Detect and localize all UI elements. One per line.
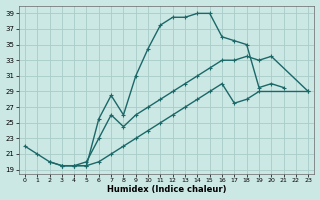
X-axis label: Humidex (Indice chaleur): Humidex (Indice chaleur) [107,185,226,194]
